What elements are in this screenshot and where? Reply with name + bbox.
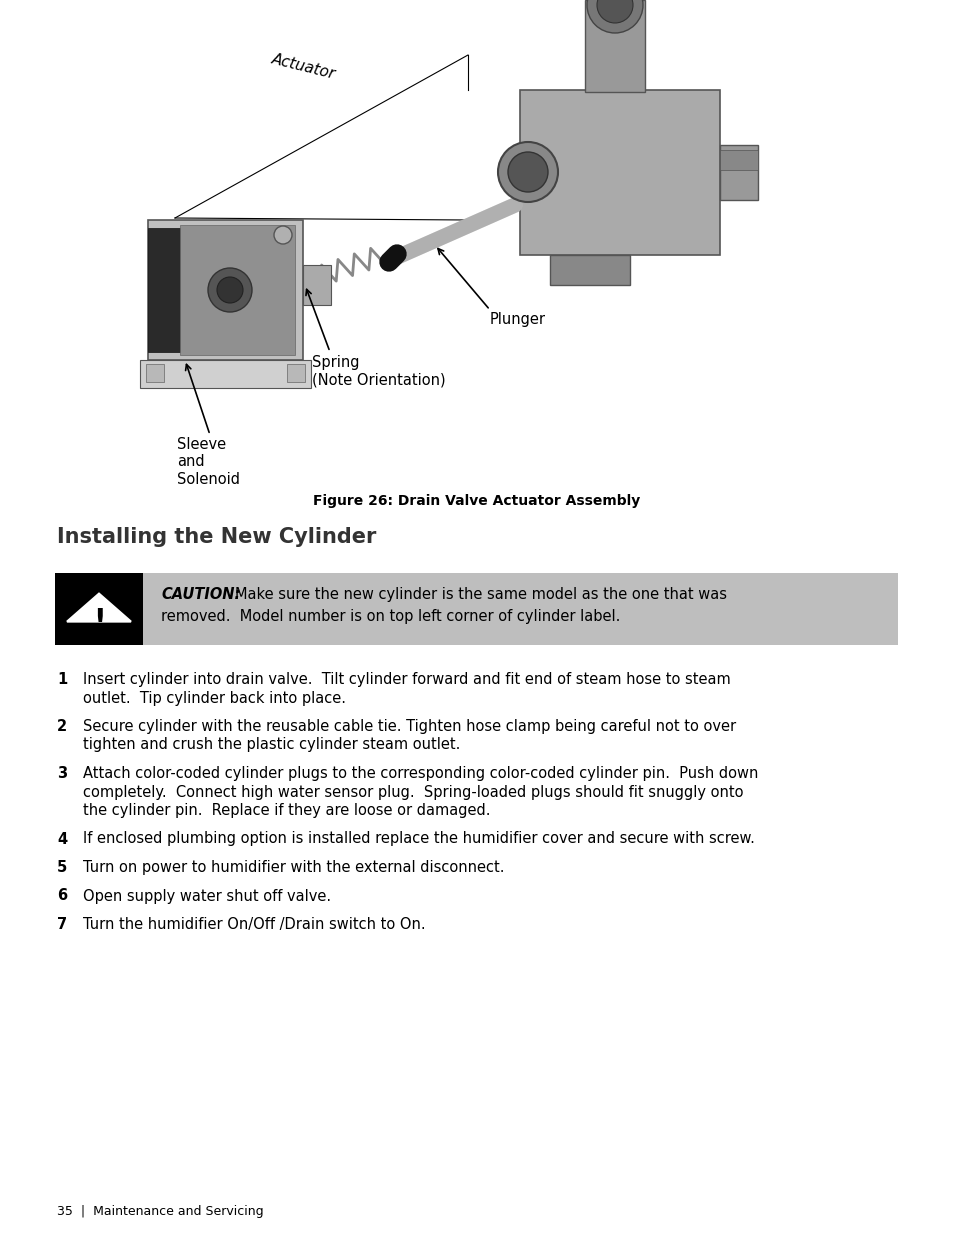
Circle shape (208, 268, 252, 312)
Text: Installing the New Cylinder: Installing the New Cylinder (57, 527, 376, 547)
Text: Turn on power to humidifier with the external disconnect.: Turn on power to humidifier with the ext… (83, 860, 504, 876)
Text: Spring
(Note Orientation): Spring (Note Orientation) (312, 354, 445, 388)
Bar (146, 364, 164, 382)
Circle shape (274, 226, 292, 245)
Text: Actuator: Actuator (270, 52, 336, 82)
Text: !: ! (92, 606, 105, 635)
Bar (287, 364, 305, 382)
Text: completely.  Connect high water sensor plug.  Spring-loaded plugs should fit snu: completely. Connect high water sensor pl… (83, 784, 742, 799)
Polygon shape (67, 594, 131, 621)
Text: the cylinder pin.  Replace if they are loose or damaged.: the cylinder pin. Replace if they are lo… (83, 803, 490, 818)
Bar (180, 225, 294, 354)
Bar (140, 359, 311, 388)
Circle shape (597, 0, 633, 23)
Text: Sleeve
and
Solenoid: Sleeve and Solenoid (177, 437, 240, 487)
Bar (720, 144, 758, 200)
Text: 4: 4 (57, 831, 67, 846)
Text: CAUTION:: CAUTION: (161, 587, 240, 601)
Text: Make sure the new cylinder is the same model as the one that was: Make sure the new cylinder is the same m… (234, 587, 726, 601)
Text: 35  |  Maintenance and Servicing: 35 | Maintenance and Servicing (57, 1205, 263, 1218)
Text: outlet.  Tip cylinder back into place.: outlet. Tip cylinder back into place. (83, 690, 346, 705)
Text: tighten and crush the plastic cylinder steam outlet.: tighten and crush the plastic cylinder s… (83, 737, 460, 752)
Bar (519, 90, 720, 254)
Text: Figure 26: Drain Valve Actuator Assembly: Figure 26: Drain Valve Actuator Assembly (313, 494, 640, 508)
Text: 5: 5 (57, 860, 67, 876)
Circle shape (216, 277, 243, 303)
Text: 1: 1 (57, 672, 67, 687)
Text: Plunger: Plunger (490, 312, 545, 327)
Bar (720, 149, 758, 170)
Text: 6: 6 (57, 888, 67, 904)
Text: 2: 2 (57, 719, 67, 734)
Bar (148, 220, 303, 359)
Text: 7: 7 (57, 918, 67, 932)
Text: Open supply water shut off valve.: Open supply water shut off valve. (83, 888, 331, 904)
Circle shape (507, 152, 547, 191)
Bar (148, 228, 180, 352)
Text: Insert cylinder into drain valve.  Tilt cylinder forward and fit end of steam ho: Insert cylinder into drain valve. Tilt c… (83, 672, 730, 687)
Text: 3: 3 (57, 766, 67, 781)
Circle shape (586, 0, 642, 33)
Bar (584, 0, 644, 91)
Bar (55, 573, 143, 645)
Bar (303, 266, 331, 305)
Circle shape (497, 142, 558, 203)
Text: Attach color-coded cylinder plugs to the corresponding color-coded cylinder pin.: Attach color-coded cylinder plugs to the… (83, 766, 758, 781)
Bar (550, 254, 629, 285)
Text: If enclosed plumbing option is installed replace the humidifier cover and secure: If enclosed plumbing option is installed… (83, 831, 754, 846)
Text: removed.  Model number is on top left corner of cylinder label.: removed. Model number is on top left cor… (161, 609, 619, 624)
Text: Turn the humidifier On/Off /Drain switch to On.: Turn the humidifier On/Off /Drain switch… (83, 918, 425, 932)
Text: Secure cylinder with the reusable cable tie. Tighten hose clamp being careful no: Secure cylinder with the reusable cable … (83, 719, 736, 734)
Bar (55, 573, 897, 645)
